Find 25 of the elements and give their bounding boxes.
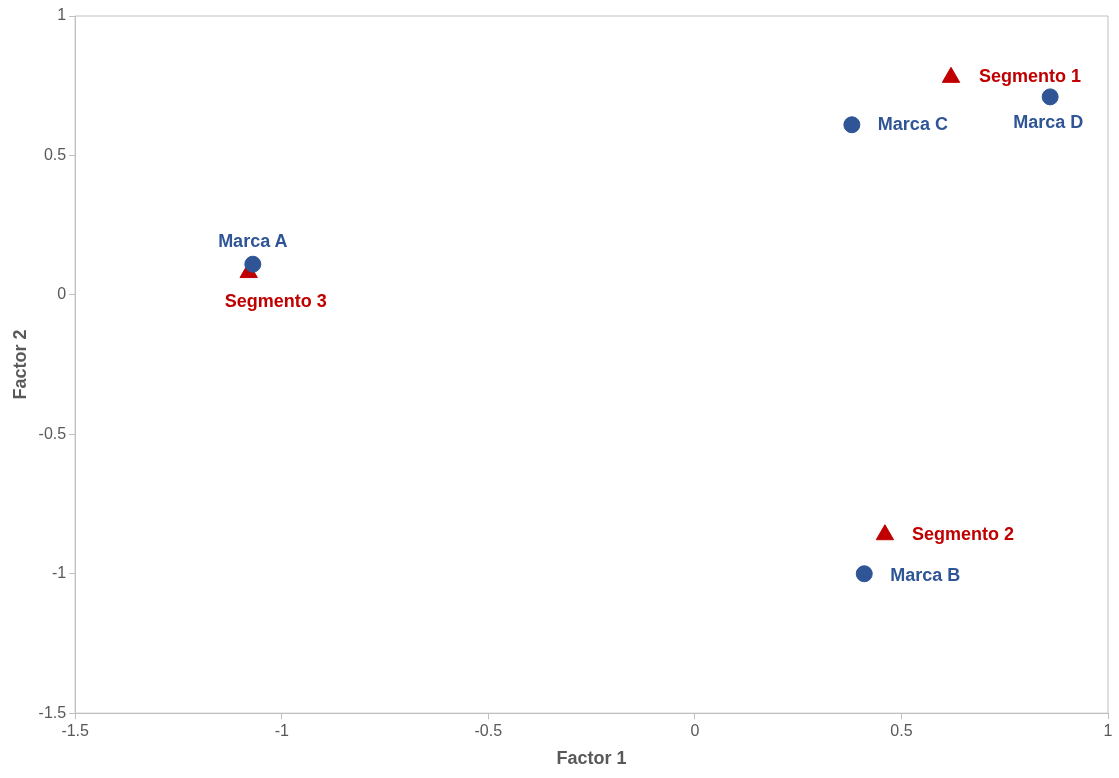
x-tick-label: 0.5 xyxy=(890,722,913,740)
x-tick-label: 0 xyxy=(690,722,700,740)
x-tick-label: 1 xyxy=(1103,722,1113,740)
point xyxy=(1041,88,1059,106)
y-axis-title: Factor 2 xyxy=(9,329,30,400)
point xyxy=(244,255,262,273)
annotation: Marca A xyxy=(218,231,288,252)
y-tick-label: -0.5 xyxy=(38,424,67,442)
y-tick-label: -1 xyxy=(51,564,67,582)
annotation: Segmento 1 xyxy=(979,66,1082,87)
x-axis-title: Factor 1 xyxy=(556,748,627,769)
y-tick-label: -1.5 xyxy=(38,703,67,721)
x-tick-label: -0.5 xyxy=(474,722,503,740)
point xyxy=(843,116,861,134)
annotation: Marca B xyxy=(890,564,961,585)
annotation: Marca D xyxy=(1013,111,1084,132)
annotation: Segmento 3 xyxy=(224,290,327,311)
point xyxy=(855,565,873,583)
point xyxy=(875,524,895,541)
y-tick-label: 0.5 xyxy=(43,145,67,163)
annotation: Segmento 2 xyxy=(911,523,1014,544)
y-tick-label: 1 xyxy=(57,6,67,24)
annotation: Marca C xyxy=(877,113,948,134)
y-tick-label: 0 xyxy=(57,285,67,303)
x-tick-label: -1 xyxy=(274,722,289,740)
